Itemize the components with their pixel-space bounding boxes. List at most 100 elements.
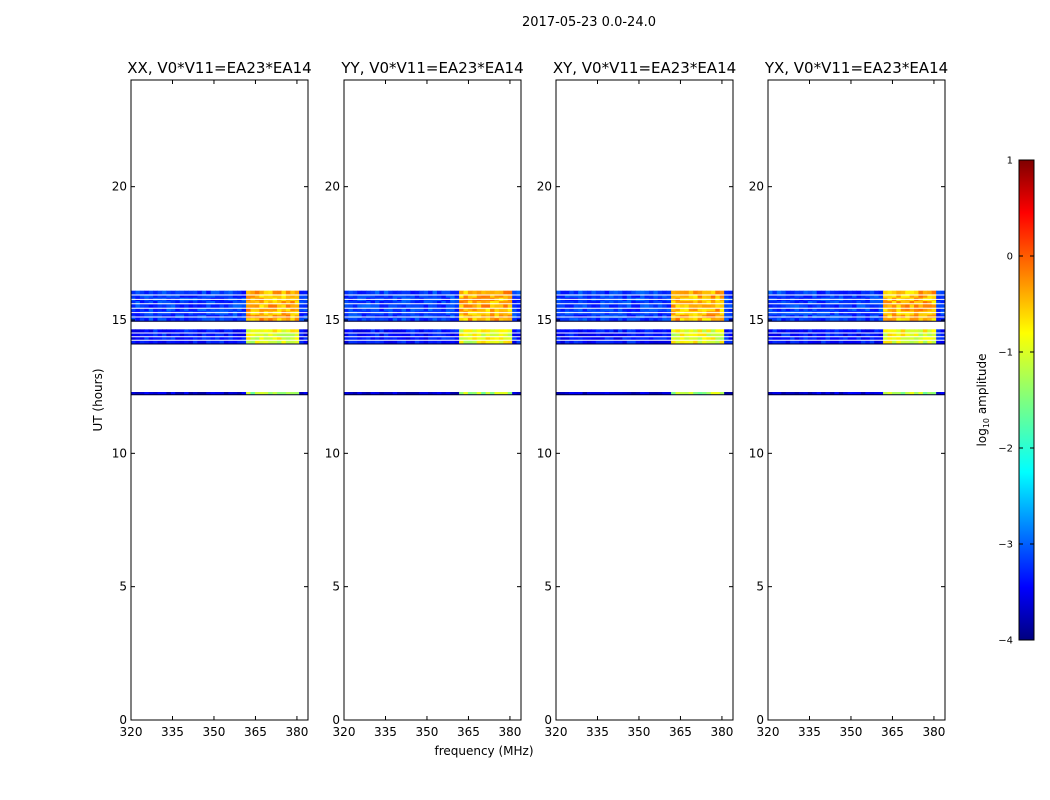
heatmap-cell	[228, 300, 234, 305]
heatmap-cell	[626, 294, 632, 298]
heatmap-cell	[556, 307, 561, 312]
heatmap-cell	[170, 329, 176, 334]
heatmap-cell	[361, 340, 367, 345]
heatmap-cell	[135, 300, 141, 305]
heatmap-cell	[241, 304, 247, 308]
heatmap-cell	[157, 340, 163, 345]
heatmap-cell	[631, 317, 637, 322]
heatmap-cell	[719, 294, 725, 298]
heatmap-cell	[361, 392, 367, 395]
heatmap-cell	[366, 314, 371, 319]
heatmap-cell	[609, 329, 614, 334]
heatmap-cell	[591, 314, 597, 319]
heatmap-cell	[653, 307, 659, 312]
heatmap-cell	[768, 329, 773, 334]
heatmap-cell	[232, 336, 238, 341]
heatmap-cell	[277, 336, 282, 341]
heatmap-cell	[648, 300, 654, 305]
heatmap-cell	[679, 314, 685, 319]
heatmap-cell	[578, 300, 583, 305]
heatmap-cell	[883, 307, 888, 312]
heatmap-cell	[595, 392, 601, 395]
heatmap-cell	[246, 392, 251, 395]
heatmap-cell	[724, 294, 729, 298]
heatmap-cell	[206, 290, 212, 295]
heatmap-cell	[512, 300, 517, 305]
heatmap-cell	[383, 290, 389, 295]
heatmap-cell	[706, 333, 712, 337]
heatmap-cell	[259, 317, 265, 322]
heatmap-cell	[891, 317, 897, 322]
heatmap-cell	[803, 329, 809, 334]
heatmap-cell	[936, 392, 941, 395]
heatmap-cell	[259, 336, 265, 341]
heatmap-cell	[662, 314, 668, 319]
heatmap-cell	[931, 304, 937, 308]
heatmap-cell	[909, 304, 915, 308]
heatmap-cell	[161, 307, 167, 312]
heatmap-cell	[914, 300, 919, 305]
heatmap-cell	[139, 314, 145, 319]
heatmap-cell	[303, 329, 309, 334]
heatmap-cell	[179, 307, 185, 312]
heatmap-cell	[197, 300, 203, 305]
heatmap-cell	[277, 333, 282, 337]
heatmap-cell	[940, 392, 946, 395]
heatmap-cell	[724, 336, 729, 341]
heatmap-cell	[564, 340, 570, 345]
heatmap-cell	[476, 314, 482, 319]
heatmap-cell	[896, 307, 902, 312]
heatmap-cell	[188, 314, 194, 319]
heatmap-cell	[175, 392, 181, 395]
heatmap-cell	[794, 336, 800, 341]
heatmap-cell	[184, 304, 189, 308]
heatmap-cell	[459, 304, 464, 308]
heatmap-cell	[931, 329, 937, 334]
heatmap-cell	[374, 336, 380, 341]
heatmap-cell	[896, 329, 902, 334]
heatmap-cell	[268, 304, 273, 308]
heatmap-cell	[812, 340, 818, 345]
heatmap-cell	[170, 392, 176, 395]
heatmap-cell	[281, 329, 287, 334]
heatmap-cell	[459, 294, 464, 298]
heatmap-cell	[344, 392, 349, 395]
heatmap-cell	[379, 329, 385, 334]
heatmap-cell	[405, 317, 411, 322]
heatmap-cell	[556, 336, 561, 341]
heatmap-cell	[135, 307, 141, 312]
heatmap-cell	[428, 392, 433, 395]
heatmap-cell	[816, 340, 822, 345]
heatmap-cell	[719, 340, 725, 345]
panel-frame	[767, 79, 946, 721]
heatmap-cell	[436, 304, 442, 308]
heatmap-cell	[662, 333, 668, 337]
heatmap-cell	[277, 317, 282, 322]
heatmap-cell	[883, 336, 888, 341]
heatmap-cell	[914, 290, 919, 295]
heatmap-cell	[432, 333, 438, 337]
heatmap-cell	[825, 307, 831, 312]
heatmap-cell	[246, 300, 251, 305]
heatmap-cell	[516, 290, 522, 295]
heatmap-cell	[281, 300, 287, 305]
heatmap-cell	[498, 314, 504, 319]
heatmap-cell	[139, 392, 145, 395]
heatmap-cell	[653, 317, 659, 322]
heatmap-cell	[294, 294, 300, 298]
heatmap-cell	[184, 329, 189, 334]
heatmap-cell	[560, 290, 566, 295]
heatmap-cell	[303, 294, 309, 298]
heatmap-cell	[463, 294, 469, 298]
heatmap-cell	[161, 304, 167, 308]
heatmap-cell	[175, 329, 181, 334]
heatmap-cell	[219, 392, 225, 395]
heatmap-cell	[914, 392, 919, 395]
heatmap-cell	[254, 304, 260, 308]
heatmap-cell	[936, 340, 941, 345]
heatmap-cell	[281, 314, 287, 319]
heatmap-cell	[197, 392, 203, 395]
heatmap-cell	[366, 294, 371, 298]
heatmap-cell	[268, 317, 273, 322]
heatmap-cell	[166, 336, 172, 341]
